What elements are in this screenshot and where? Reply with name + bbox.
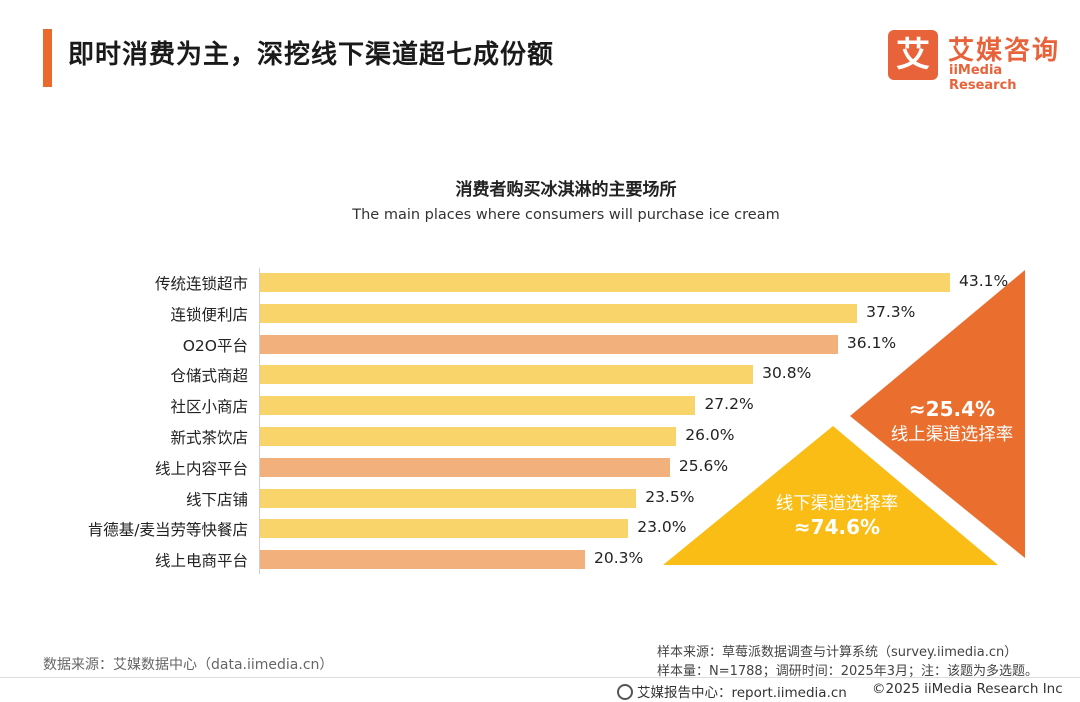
- value-label: 37.3%: [866, 302, 916, 321]
- value-label: 43.1%: [959, 272, 1009, 290]
- iimedia-logo: 艾 艾媒咨询 iiMedia Research: [888, 30, 1063, 93]
- category-label: 传统连锁超市: [154, 275, 248, 293]
- copyright: ©2025 iiMedia Research Inc: [872, 681, 1063, 697]
- bar: [260, 519, 629, 539]
- bar: [260, 365, 754, 385]
- offline-share-annotation: 线下渠道选择率 ≈74.6%: [762, 490, 912, 539]
- value-label: 26.0%: [685, 426, 735, 444]
- report-center: 艾媒报告中心：report.iimedia.cn: [617, 681, 847, 701]
- offline-share-label: 线下渠道选择率: [775, 494, 899, 514]
- category-label: O2O平台: [182, 336, 248, 355]
- bar: [260, 303, 858, 323]
- bar: [260, 488, 637, 508]
- value-label: 27.2%: [704, 395, 754, 414]
- category-label: 肯德基/麦当劳等快餐店: [87, 521, 248, 540]
- logo-name-cn: 艾媒咨询: [948, 36, 1061, 66]
- bar: [260, 273, 950, 292]
- online-share-triangle: [850, 270, 1025, 558]
- value-label: 25.6%: [678, 456, 729, 475]
- online-share-label: 线上渠道选择率: [890, 425, 1014, 445]
- category-label: 线下店铺: [185, 490, 248, 509]
- value-label: 23.5%: [645, 487, 695, 506]
- bar: [260, 427, 677, 446]
- sample-source: 样本来源：草莓派数据调查与计算系统（survey.iimedia.cn）: [657, 645, 1018, 660]
- value-label: 23.0%: [637, 518, 687, 537]
- category-label: 社区小商店: [170, 398, 248, 417]
- data-source: 数据来源：艾媒数据中心（data.iimedia.cn）: [43, 657, 334, 673]
- page-title: 即时消费为主，深挖线下渠道超七成份额: [68, 40, 555, 70]
- chart-axis-line: [259, 268, 260, 574]
- category-label: 线上电商平台: [154, 552, 248, 571]
- bar: [260, 457, 670, 477]
- sample-info: 样本量：N=1788；调研时间：2025年3月；注：该题为多选题。: [657, 664, 1039, 679]
- chart-title: 消费者购买冰淇淋的主要场所: [455, 180, 677, 200]
- bar: [260, 334, 838, 354]
- value-label: 36.1%: [846, 333, 897, 352]
- logo-name-en: iiMedia Research: [949, 63, 1017, 93]
- report-center-text: 艾媒报告中心：report.iimedia.cn: [637, 685, 847, 701]
- title-accent-bar: [43, 29, 52, 87]
- value-label: 30.8%: [762, 364, 812, 383]
- offline-share-triangle: [663, 426, 998, 565]
- offline-share-value: ≈74.6%: [793, 515, 881, 539]
- globe-icon: [617, 684, 633, 700]
- online-share-value: ≈25.4%: [908, 397, 996, 421]
- value-label: 20.3%: [593, 549, 644, 568]
- bar: [260, 396, 696, 416]
- category-label: 新式茶饮店: [170, 429, 248, 447]
- category-label: 仓储式商超: [170, 367, 248, 386]
- online-share-annotation: ≈25.4% 线上渠道选择率: [872, 397, 1032, 446]
- chart-subtitle: The main places where consumers will pur…: [352, 207, 780, 223]
- logo-mark-icon: 艾: [888, 30, 938, 80]
- category-label: 连锁便利店: [170, 305, 248, 324]
- footer-divider: [0, 677, 1080, 678]
- category-label: 线上内容平台: [154, 459, 248, 478]
- bar: [260, 550, 585, 570]
